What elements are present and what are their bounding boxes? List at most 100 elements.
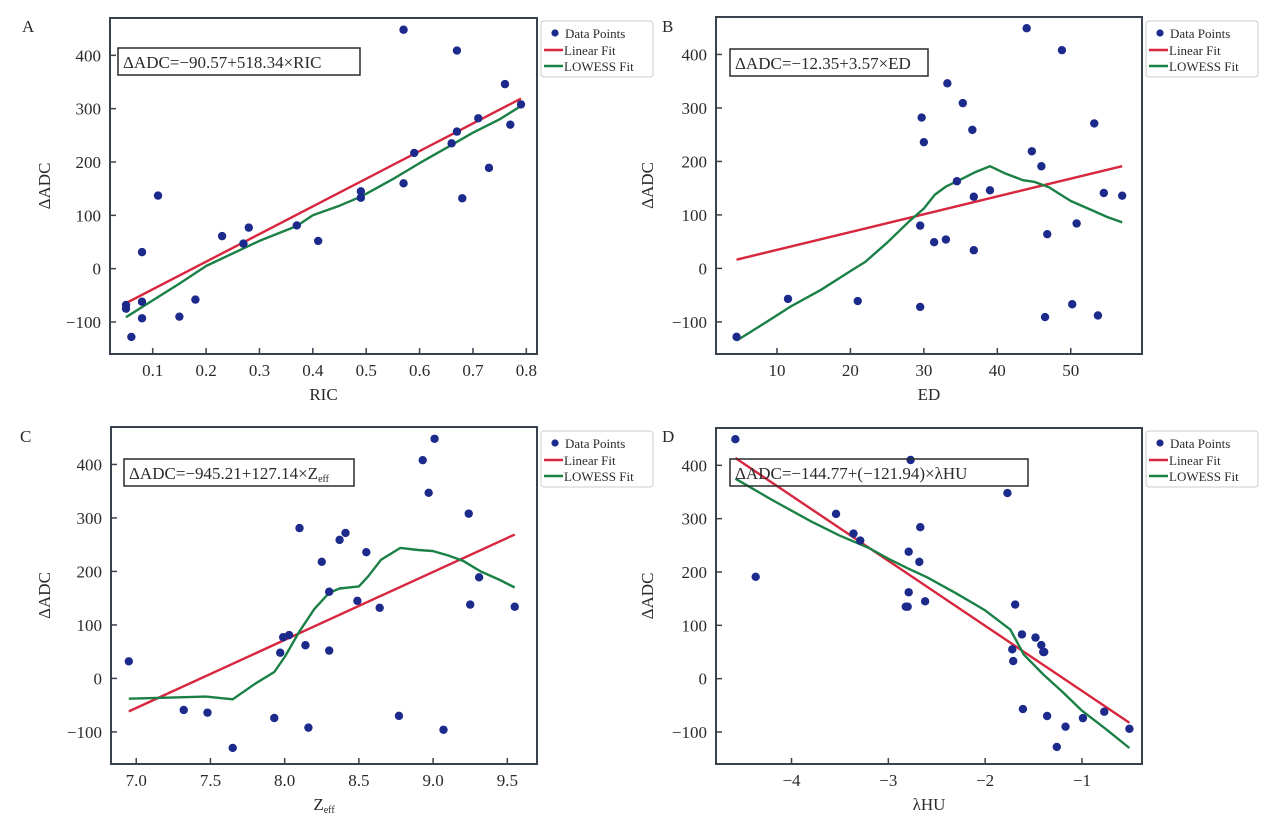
y-tick-label: 300 [76,100,102,119]
data-point [831,509,841,519]
data-point [1018,704,1028,714]
data-point [1117,191,1127,200]
data-point [904,588,913,597]
data-point [929,238,939,247]
axes-frame [110,426,538,765]
y-tick-label: −100 [672,313,707,332]
data-point [217,231,227,241]
equation-box: ΔADC=−144.77+(−121.94)×λHU [729,458,1029,487]
legend-frame [1145,20,1259,78]
legend-label-lowess: LOWESS Fit [1169,59,1239,74]
linear-fit-line [734,457,1131,724]
lowess-fit-line [125,104,522,319]
data-point [1031,633,1040,642]
data-point [943,79,952,88]
data-point [137,314,147,323]
y-tick-label: 300 [682,510,708,529]
y-tick-label: 400 [77,455,103,474]
data-point [153,191,163,200]
data-point [904,547,913,556]
data-point [137,297,147,306]
legend-label-points: Data Points [1170,26,1230,41]
x-axis-label: ED [918,385,941,404]
axes-frame [109,17,538,355]
data-point [1022,24,1031,33]
data-point [1072,219,1081,228]
y-axis-label: ΔADC [638,162,657,209]
data-point [731,435,740,444]
legend-label-points: Data Points [565,26,625,41]
data-point [968,125,977,135]
equation-text: ΔADC=−12.35+3.57×ED [735,54,911,73]
data-point [179,705,188,715]
legend-marker-points [1156,439,1164,447]
data-point [920,597,930,606]
data-point [853,296,862,306]
data-point [399,25,408,34]
legend-marker-points [551,439,559,447]
data-point [1068,300,1077,309]
panel-label: A [22,17,35,36]
data-point [1003,488,1012,498]
data-point [124,657,134,666]
data-point [732,332,741,342]
data-point [424,488,433,497]
data-point [1040,312,1050,322]
equation-box: ΔADC=−12.35+3.57×ED [729,48,929,77]
data-point [418,455,427,465]
x-tick-label: 7.0 [126,771,147,790]
x-tick-label: 0.2 [195,361,216,380]
data-point [510,602,519,611]
y-tick-label: 400 [682,45,708,64]
data-point [439,725,448,734]
y-tick-label: −100 [66,313,101,332]
legend-label-lowess: LOWESS Fit [564,469,634,484]
y-tick-label: 200 [682,563,708,582]
plot-area [124,434,519,753]
equation-subscript: eff [318,474,330,485]
data-point [121,304,131,313]
panel-c: C 7.0 7.5 8.0 8.5 9.0 9.5 −100 0 100 200 300 400 Zeff… [20,426,654,816]
x-axis-label: λHU [913,795,946,814]
panel-d: D −4 −3 −2 −1 −100 0 100 200 300 400 λHU ΔADC ΔADC=−1… [638,427,1259,814]
data-point [1027,147,1037,156]
data-point [295,523,304,533]
data-point [301,641,310,650]
y-tick-label: 200 [682,152,708,171]
data-point [751,572,760,581]
data-point [856,536,865,545]
data-point [916,523,925,532]
plot-area [731,435,1134,752]
x-tick-label: 0.8 [516,361,537,380]
data-point [284,630,294,640]
data-point [1125,724,1134,733]
data-point [341,528,350,538]
legend-label-points: Data Points [565,436,625,451]
legend-frame [540,20,654,78]
x-tick-label: −3 [879,771,897,790]
y-axis-label: ΔADC [638,573,657,620]
axes-frame [715,427,1143,765]
legend-label-lowess: LOWESS Fit [564,59,634,74]
y-axis-label: ΔADC [35,572,54,619]
legend-marker-points [551,29,559,37]
data-point [452,46,462,55]
data-point [1090,119,1099,128]
x-tick-label: 9.5 [497,771,518,790]
y-tick-label: 400 [76,46,102,65]
y-tick-label: 100 [682,616,708,635]
x-tick-label: 0.1 [142,361,163,380]
panel-label: B [662,17,673,36]
equation-box: ΔADC=−945.21+127.14×Zeff [123,458,355,487]
x-tick-label: 50 [1062,361,1079,380]
data-point [399,179,408,188]
data-point [1009,656,1018,666]
data-point [506,120,515,129]
x-tick-label: 0.6 [409,361,430,380]
equation-text: ΔADC=−144.77+(−121.94)×λHU [735,464,967,483]
data-point [484,163,494,173]
legend-frame [540,430,654,488]
data-point [1043,229,1052,239]
